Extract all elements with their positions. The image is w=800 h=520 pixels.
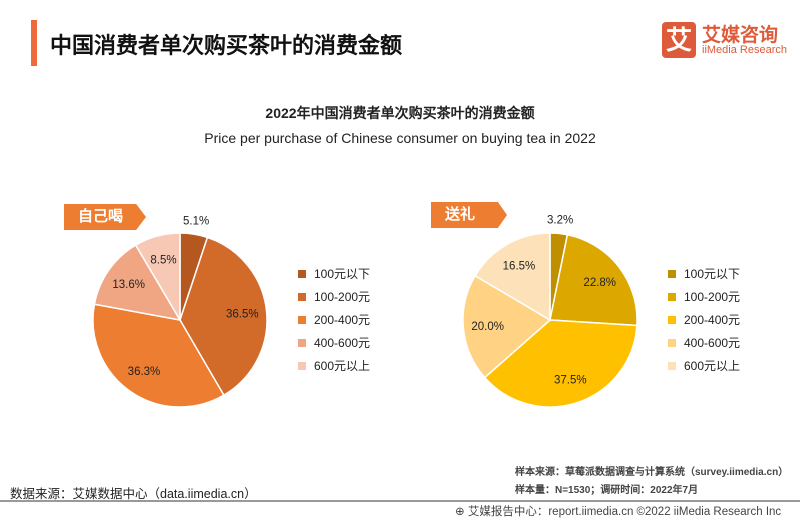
legend-item: 400-600元	[668, 331, 740, 354]
legend-item: 100元以下	[298, 262, 370, 285]
legend-item: 100-200元	[298, 285, 370, 308]
legend-label: 100元以下	[314, 267, 371, 281]
data-label: 8.5%	[150, 255, 176, 267]
sample-source: 样本来源：草莓派数据调查与计算系统（survey.iimedia.cn）	[515, 467, 789, 478]
data-label: 5.1%	[183, 215, 209, 227]
data-label: 22.8%	[583, 277, 616, 289]
footer-divider	[0, 500, 800, 502]
legend-label: 600元以上	[684, 359, 741, 373]
data-label: 37.5%	[554, 374, 587, 386]
page-title: 中国消费者单次购买茶叶的消费金额	[50, 33, 403, 58]
data-label: 36.3%	[128, 366, 161, 378]
pie-slice-1-2	[483, 319, 638, 408]
legend-item: 200-400元	[298, 308, 370, 331]
legend-item: 200-400元	[668, 308, 740, 331]
legend-label: 100-200元	[684, 290, 741, 304]
data-label: 16.5%	[503, 261, 536, 273]
legend-label: 200-400元	[314, 313, 371, 327]
legend-label: 400-600元	[684, 336, 741, 350]
legend-label: 200-400元	[684, 313, 741, 327]
legend-label: 100元以下	[684, 267, 741, 281]
title-accent-bar	[31, 20, 37, 66]
logo-cn: 艾媒咨询	[702, 25, 779, 46]
legend-swatch	[298, 292, 306, 301]
legend-right: 100元以下 100-200元 200-400元 400-600元 600元以上	[668, 262, 740, 377]
legend-swatch	[298, 315, 306, 324]
logo-en: iiMedia Research	[702, 44, 787, 56]
legend-swatch	[298, 269, 306, 278]
data-label: 3.2%	[547, 215, 573, 227]
pie-slice-0-1	[179, 236, 268, 397]
copyright: ⊕ 艾媒报告中心：report.iimedia.cn ©2022 iiMedia…	[455, 506, 782, 518]
logo-mark: 艾	[662, 22, 696, 58]
pie-slice-0-4	[134, 232, 181, 323]
sample-info: 样本量：N=1530；调研时间：2022年7月	[515, 485, 699, 496]
legend-label: 600元以上	[314, 359, 371, 373]
tag-gift: 送礼	[431, 202, 507, 228]
tag-self-drink: 自己喝	[64, 204, 146, 230]
legend-swatch	[668, 269, 676, 278]
legend-left: 100元以下 100-200元 200-400元 400-600元 600元以上	[298, 262, 370, 377]
legend-item: 100元以下	[668, 262, 740, 285]
legend-swatch	[668, 338, 676, 347]
data-label: 36.5%	[226, 309, 259, 321]
legend-swatch	[668, 361, 676, 370]
legend-item: 600元以上	[298, 354, 370, 377]
legend-item: 400-600元	[298, 331, 370, 354]
legend-label: 100-200元	[314, 290, 371, 304]
pie-slice-1-4	[474, 232, 551, 322]
chart-title: 2022年中国消费者单次购买茶叶的消费金额	[265, 105, 535, 121]
legend-swatch	[668, 315, 676, 324]
pie-slice-0-3	[93, 244, 182, 322]
pie-slice-1-1	[549, 233, 638, 327]
legend-swatch	[668, 292, 676, 301]
legend-item: 600元以上	[668, 354, 740, 377]
globe-icon: ⊕	[455, 506, 468, 518]
pie-slice-1-3	[462, 274, 552, 379]
legend-label: 400-600元	[314, 336, 371, 350]
pie-slice-0-2	[92, 303, 225, 408]
legend-item: 100-200元	[668, 285, 740, 308]
legend-swatch	[298, 361, 306, 370]
chart-subtitle: Price per purchase of Chinese consumer o…	[204, 130, 596, 146]
data-source: 数据来源：艾媒数据中心（data.iimedia.cn）	[10, 487, 257, 501]
data-label: 13.6%	[112, 279, 145, 291]
data-label: 20.0%	[471, 321, 504, 333]
legend-swatch	[298, 338, 306, 347]
